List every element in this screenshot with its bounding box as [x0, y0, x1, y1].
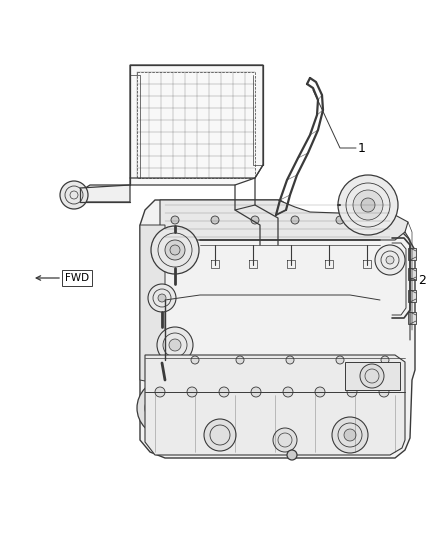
Polygon shape: [80, 185, 130, 202]
Circle shape: [386, 256, 394, 264]
Circle shape: [283, 387, 293, 397]
Circle shape: [204, 419, 236, 451]
Circle shape: [353, 190, 383, 220]
Circle shape: [287, 450, 297, 460]
Polygon shape: [140, 225, 165, 385]
Circle shape: [360, 364, 384, 388]
Circle shape: [375, 245, 405, 275]
Circle shape: [219, 387, 229, 397]
Circle shape: [344, 429, 356, 441]
Circle shape: [273, 428, 297, 452]
Polygon shape: [145, 355, 405, 455]
Circle shape: [187, 387, 197, 397]
Circle shape: [191, 356, 199, 364]
Circle shape: [170, 245, 180, 255]
Polygon shape: [160, 200, 408, 240]
Bar: [408, 290, 416, 302]
Circle shape: [157, 327, 193, 363]
Circle shape: [338, 175, 398, 235]
Circle shape: [158, 294, 166, 302]
Bar: [408, 312, 416, 324]
Polygon shape: [130, 65, 263, 185]
Circle shape: [251, 216, 259, 224]
Circle shape: [361, 198, 375, 212]
Circle shape: [332, 417, 368, 453]
Circle shape: [236, 356, 244, 364]
Circle shape: [250, 219, 286, 255]
Circle shape: [155, 387, 165, 397]
Circle shape: [211, 216, 219, 224]
Circle shape: [336, 216, 344, 224]
Circle shape: [291, 216, 299, 224]
Circle shape: [159, 402, 171, 414]
Text: FWD: FWD: [65, 273, 89, 283]
Circle shape: [251, 387, 261, 397]
Circle shape: [137, 380, 193, 436]
Circle shape: [286, 356, 294, 364]
Circle shape: [379, 387, 389, 397]
Circle shape: [152, 395, 178, 421]
Text: 1: 1: [358, 141, 366, 155]
Circle shape: [169, 339, 181, 351]
Circle shape: [376, 216, 384, 224]
Polygon shape: [245, 215, 292, 260]
Bar: [408, 248, 416, 260]
Bar: [408, 268, 416, 280]
Circle shape: [151, 226, 199, 274]
Circle shape: [171, 216, 179, 224]
Circle shape: [165, 240, 185, 260]
Circle shape: [60, 181, 88, 209]
Polygon shape: [345, 362, 400, 390]
Circle shape: [336, 356, 344, 364]
Circle shape: [347, 387, 357, 397]
Circle shape: [148, 284, 176, 312]
Circle shape: [262, 231, 274, 243]
Circle shape: [381, 356, 389, 364]
Polygon shape: [140, 200, 415, 458]
Circle shape: [315, 387, 325, 397]
Text: 2: 2: [418, 273, 426, 287]
